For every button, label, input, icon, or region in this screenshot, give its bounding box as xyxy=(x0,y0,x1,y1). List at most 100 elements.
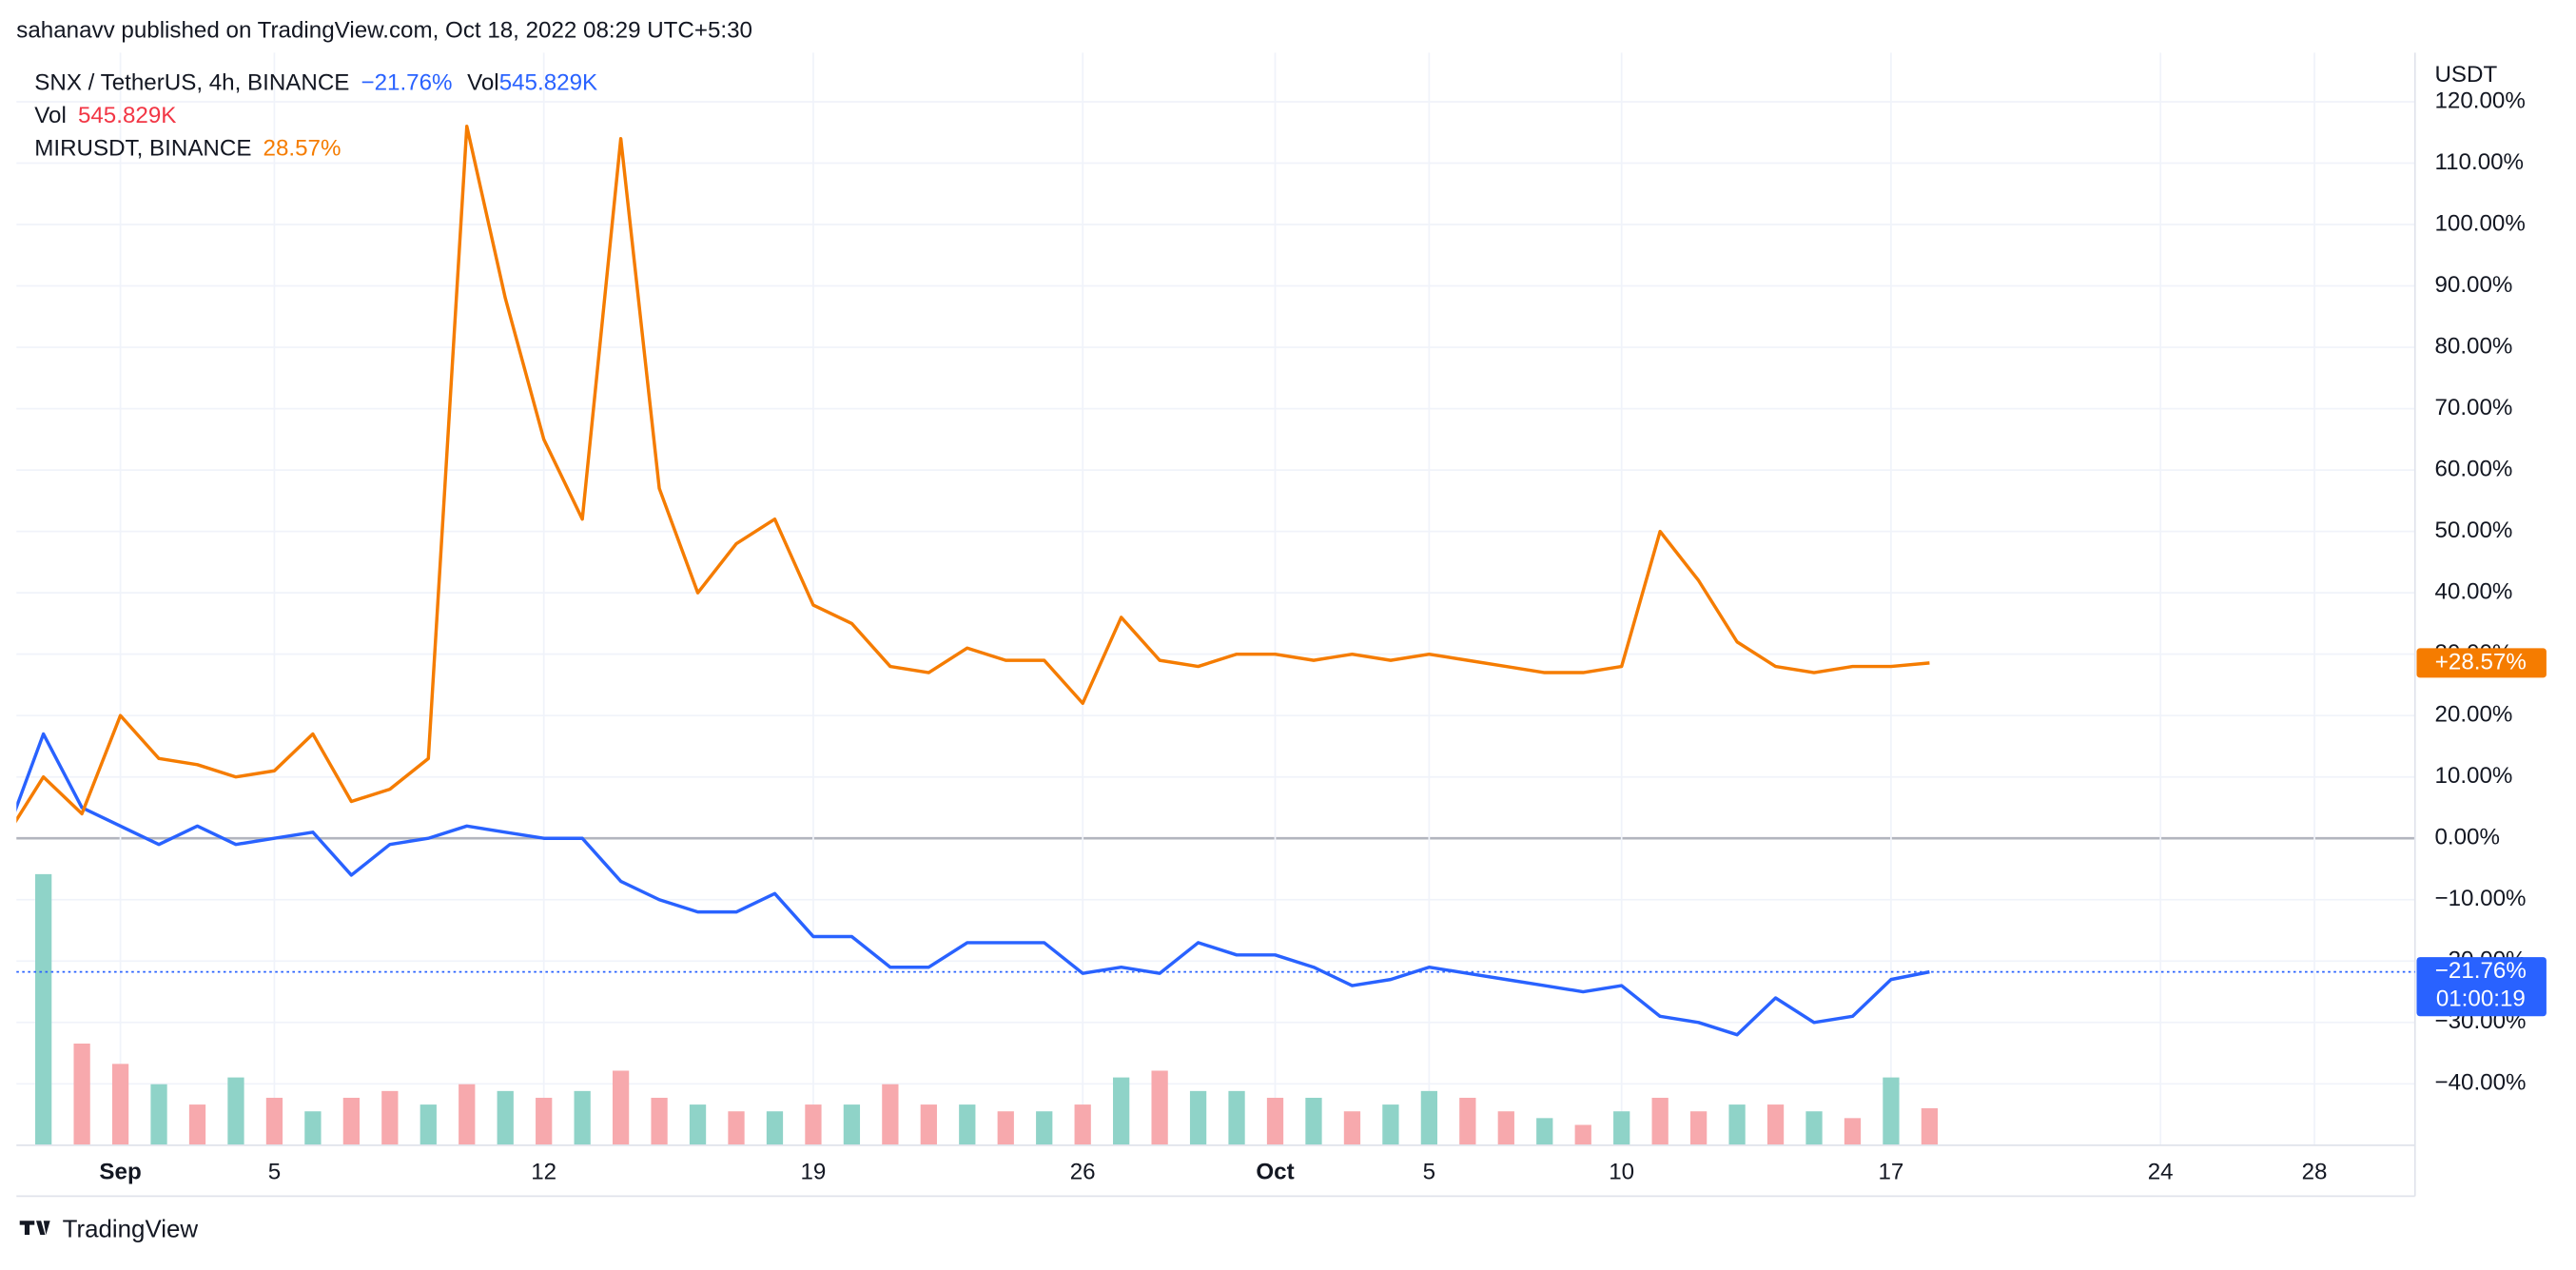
volume-bar xyxy=(1689,1111,1708,1145)
volume-bar xyxy=(1613,1111,1630,1145)
volume-bar xyxy=(497,1090,514,1145)
volume-bar xyxy=(1497,1111,1514,1145)
volume-bar xyxy=(111,1064,129,1145)
volume-bar xyxy=(1036,1111,1053,1145)
y-tick-label: 90.00% xyxy=(2434,272,2512,298)
x-tick-label: 17 xyxy=(1879,1160,1904,1185)
y-tick-label: −40.00% xyxy=(2434,1070,2526,1096)
volume-bar xyxy=(1805,1111,1823,1145)
volume-bar xyxy=(73,1043,90,1145)
volume-bar xyxy=(1420,1090,1438,1145)
volume-bar xyxy=(1883,1077,1900,1145)
volume-bar xyxy=(227,1077,244,1145)
legend: SNX / TetherUS, 4h, BINANCE −21.76% Vol 545… xyxy=(34,70,597,162)
volume-bar xyxy=(805,1104,822,1145)
volume-bar xyxy=(651,1097,668,1145)
volume-bar xyxy=(574,1090,591,1145)
price-label-box xyxy=(2416,957,2547,1017)
volume-bar xyxy=(1189,1090,1207,1145)
y-tick-label: 70.00% xyxy=(2434,395,2512,420)
y-tick-label: 0.00% xyxy=(2434,825,2499,850)
series-line xyxy=(16,732,1930,1037)
y-tick-label: 10.00% xyxy=(2434,763,2512,789)
volume-bar xyxy=(1651,1097,1669,1145)
logo: TradingView xyxy=(19,1216,199,1242)
y-tick-label: 50.00% xyxy=(2434,518,2512,543)
x-tick-label: 19 xyxy=(800,1160,826,1185)
x-tick-label: 12 xyxy=(531,1160,556,1185)
volume-bar xyxy=(459,1084,476,1145)
volume-bar xyxy=(920,1104,937,1145)
volume-bar xyxy=(612,1070,630,1145)
countdown: 01:00:19 xyxy=(2436,986,2526,1011)
x-tick-label: 10 xyxy=(1609,1160,1634,1185)
y-axis-title: USDT xyxy=(2434,62,2497,88)
header: sahanavv published on TradingView.com, O… xyxy=(16,17,752,43)
volume-bar xyxy=(766,1111,784,1145)
volume-bar xyxy=(381,1090,399,1145)
y-tick-label: 60.00% xyxy=(2434,456,2512,481)
grid xyxy=(16,52,2415,1145)
footer: TradingView xyxy=(63,1216,199,1242)
legend-text: MIRUSDT, BINANCE xyxy=(34,136,251,162)
volume-bar xyxy=(689,1104,707,1145)
legend-text: 545.829K xyxy=(499,70,597,96)
y-tick-label: 40.00% xyxy=(2434,579,2512,605)
volume-bar xyxy=(420,1104,437,1145)
y-tick-label: 120.00% xyxy=(2434,88,2525,113)
volume-bar xyxy=(0,1084,13,1145)
volume-bar xyxy=(1459,1097,1476,1145)
volume-bar xyxy=(882,1084,899,1145)
volume-bar xyxy=(35,873,52,1145)
y-tick-label: 100.00% xyxy=(2434,210,2525,236)
volume-bar xyxy=(1921,1107,1939,1145)
volume-bar xyxy=(1228,1090,1245,1145)
legend-text: −21.76% xyxy=(361,70,453,96)
volume-bar xyxy=(1305,1097,1322,1145)
volume-bar xyxy=(1074,1104,1091,1145)
legend-text: SNX / TetherUS, 4h, BINANCE xyxy=(34,70,349,96)
volume-bar xyxy=(728,1111,745,1145)
legend-text: 545.829K xyxy=(78,103,176,128)
x-tick-label: Oct xyxy=(1256,1160,1294,1185)
price-label-box xyxy=(2416,648,2547,678)
volume-bar xyxy=(1766,1104,1785,1145)
lines xyxy=(16,125,1930,1037)
x-tick-label: 26 xyxy=(1070,1160,1096,1185)
y-tick-label: 20.00% xyxy=(2434,702,2512,728)
x-tick-label: 5 xyxy=(1423,1160,1435,1185)
legend-text: 28.57% xyxy=(263,136,342,162)
volume-bar xyxy=(265,1097,283,1145)
price-label: −21.76% xyxy=(2435,958,2527,984)
y-tick-label: −10.00% xyxy=(2434,886,2526,911)
volume-bars xyxy=(0,873,1939,1145)
volume-bar xyxy=(1382,1104,1399,1145)
volume-bar xyxy=(1151,1070,1168,1145)
legend-text: Vol xyxy=(34,103,67,128)
volume-bar xyxy=(304,1111,322,1145)
x-tick-label: 28 xyxy=(2302,1160,2328,1185)
volume-bar xyxy=(1728,1104,1746,1145)
volume-bar xyxy=(1574,1124,1591,1145)
y-tick-label: 110.00% xyxy=(2434,149,2524,175)
volume-bar xyxy=(188,1104,206,1145)
volume-bar xyxy=(342,1097,360,1145)
volume-bar xyxy=(843,1104,861,1145)
volume-bar xyxy=(1343,1111,1361,1145)
volume-bar xyxy=(959,1104,976,1145)
volume-bar xyxy=(1266,1097,1284,1145)
x-tick-label: 24 xyxy=(2148,1160,2174,1185)
volume-bar xyxy=(1844,1118,1862,1145)
volume-bar xyxy=(1536,1118,1553,1145)
volume-bar xyxy=(150,1084,167,1145)
x-tick-label: Sep xyxy=(99,1160,141,1185)
series-line xyxy=(16,125,1930,824)
price-label: +28.57% xyxy=(2435,649,2527,674)
legend-text: Vol xyxy=(467,70,499,96)
y-tick-label: 80.00% xyxy=(2434,333,2512,359)
x-tick-label: 5 xyxy=(268,1160,281,1185)
volume-bar xyxy=(997,1111,1014,1145)
volume-bar xyxy=(536,1097,553,1145)
